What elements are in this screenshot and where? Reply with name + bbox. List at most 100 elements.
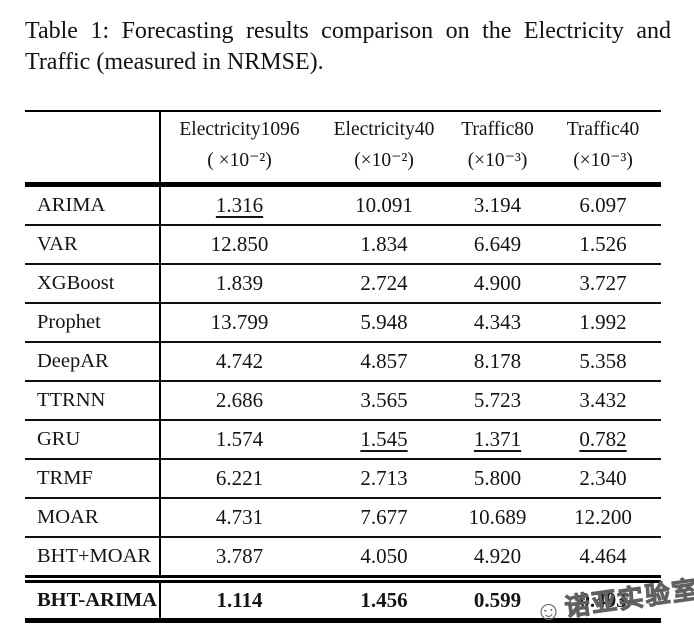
value-cell: 12.200 [545, 498, 661, 538]
cell-value: 1.574 [215, 427, 264, 451]
value-cell: 3.565 [318, 381, 450, 421]
column-scale: (×10⁻²) [354, 150, 414, 171]
cell-value: 4.900 [473, 271, 522, 295]
cell-value: 1.526 [579, 232, 627, 256]
row-label: MOAR [25, 498, 161, 538]
column-scale: (×10⁻³) [467, 150, 528, 171]
row-label: GRU [25, 420, 161, 460]
value-cell: 1.526 [545, 225, 661, 265]
value-cell: 6.097 [545, 184, 661, 226]
cell-value: 0.493 [579, 588, 627, 612]
table-row: TRMF 6.221 2.713 5.800 2.340 [25, 459, 661, 499]
value-cell: 5.358 [545, 342, 661, 382]
value-cell: 3.194 [450, 184, 545, 226]
value-cell: 0.599 [450, 575, 545, 621]
row-label: TRMF [25, 459, 161, 499]
table-row: VAR 12.850 1.834 6.649 1.526 [25, 225, 661, 265]
value-cell: 2.340 [545, 459, 661, 499]
column-name: Traffic80 [461, 119, 534, 140]
cell-value: 5.800 [473, 466, 522, 490]
cell-value: 4.920 [473, 544, 522, 568]
value-cell: 5.723 [450, 381, 545, 421]
value-cell: 4.920 [450, 537, 545, 580]
value-cell: 1.834 [318, 225, 450, 265]
value-cell: 13.799 [160, 303, 318, 343]
column-header-2: Electricity40 (×10⁻²) [318, 111, 450, 187]
cell-value: 13.799 [210, 310, 269, 334]
column-name: Electricity40 [333, 119, 435, 140]
corner-cell [25, 111, 161, 187]
row-label: Prophet [25, 303, 161, 343]
column-scale: (×10⁻³) [573, 150, 633, 171]
cell-value: 6.221 [215, 466, 264, 490]
cell-value: 1.371 [473, 427, 522, 451]
value-cell: 0.493 [545, 575, 661, 621]
value-cell: 4.857 [318, 342, 450, 382]
cell-value: 12.200 [574, 505, 632, 529]
table-row: ARIMA 1.316 10.091 3.194 6.097 [25, 184, 661, 226]
cell-value: 4.731 [215, 505, 264, 529]
column-scale: ( ×10⁻²) [207, 150, 272, 171]
column-name: Traffic40 [566, 119, 640, 140]
cell-value: 2.724 [360, 271, 408, 295]
cell-value: 4.464 [579, 544, 627, 568]
cell-value: 10.091 [355, 193, 413, 217]
header-row: Electricity1096 ( ×10⁻²) Electricity40 (×10… [25, 111, 661, 187]
column-header-1: Electricity1096 ( ×10⁻²) [160, 111, 318, 187]
value-cell: 5.948 [318, 303, 450, 343]
value-cell: 4.742 [160, 342, 318, 382]
value-cell: 6.221 [160, 459, 318, 499]
row-label: BHT+MOAR [25, 537, 161, 580]
cell-value: 4.742 [215, 349, 264, 373]
cell-value: 6.649 [473, 232, 522, 256]
value-cell: 12.850 [160, 225, 318, 265]
cell-value: 7.677 [360, 505, 408, 529]
cell-value: 8.178 [473, 349, 522, 373]
value-cell: 4.731 [160, 498, 318, 538]
cell-value: 1.834 [360, 232, 408, 256]
value-cell: 1.839 [160, 264, 318, 304]
cell-value: 1.316 [215, 193, 264, 217]
column-header-3: Traffic80 (×10⁻³) [450, 111, 545, 187]
value-cell: 2.686 [160, 381, 318, 421]
cell-value: 1.456 [360, 588, 408, 612]
column-header-4: Traffic40 (×10⁻³) [545, 111, 661, 187]
value-cell: 1.371 [450, 420, 545, 460]
value-cell: 2.713 [318, 459, 450, 499]
table-row: BHT-ARIMA 1.114 1.456 0.599 0.493 [25, 575, 661, 621]
cell-value: 10.689 [468, 505, 527, 529]
cell-value: 5.358 [579, 349, 627, 373]
value-cell: 10.689 [450, 498, 545, 538]
cell-value: 3.727 [579, 271, 627, 295]
value-cell: 7.677 [318, 498, 450, 538]
value-cell: 1.114 [160, 575, 318, 621]
value-cell: 3.432 [545, 381, 661, 421]
value-cell: 2.724 [318, 264, 450, 304]
column-name: Electricity1096 [179, 119, 300, 140]
value-cell: 0.782 [545, 420, 661, 460]
row-label: TTRNN [25, 381, 161, 421]
cell-value: 1.545 [360, 427, 408, 451]
row-label: BHT-ARIMA [25, 575, 161, 621]
table-row: GRU 1.574 1.545 1.371 0.782 [25, 420, 661, 460]
cell-value: 3.565 [360, 388, 408, 412]
results-table: Electricity1096 ( ×10⁻²) Electricity40 (×10… [25, 110, 661, 623]
value-cell: 3.727 [545, 264, 661, 304]
cell-value: 0.599 [473, 588, 522, 612]
table-row: XGBoost 1.839 2.724 4.900 3.727 [25, 264, 661, 304]
cell-value: 3.787 [215, 544, 264, 568]
cell-value: 4.857 [360, 349, 408, 373]
table-header: Electricity1096 ( ×10⁻²) Electricity40 (×10… [25, 111, 661, 187]
value-cell: 4.464 [545, 537, 661, 580]
value-cell: 1.316 [160, 184, 318, 226]
cell-value: 0.782 [579, 427, 627, 451]
value-cell: 4.343 [450, 303, 545, 343]
cell-value: 3.432 [579, 388, 627, 412]
cell-value: 5.948 [360, 310, 408, 334]
table-row: Prophet 13.799 5.948 4.343 1.992 [25, 303, 661, 343]
table-row: DeepAR 4.742 4.857 8.178 5.358 [25, 342, 661, 382]
row-label: XGBoost [25, 264, 161, 304]
value-cell: 4.900 [450, 264, 545, 304]
row-label: ARIMA [25, 184, 161, 226]
table-row: TTRNN 2.686 3.565 5.723 3.432 [25, 381, 661, 421]
